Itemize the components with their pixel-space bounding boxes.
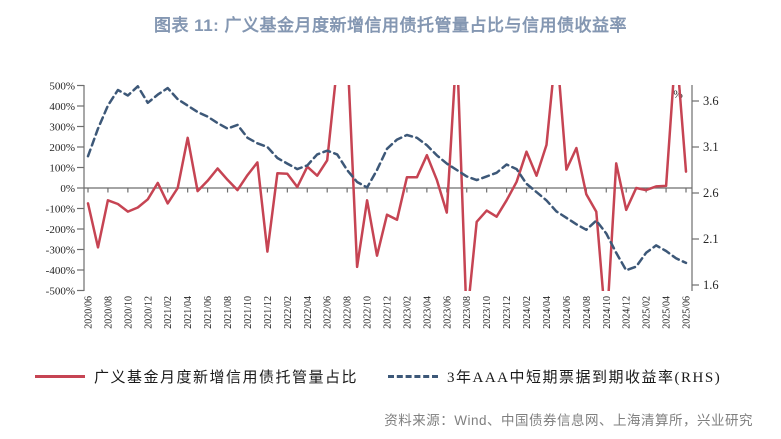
svg-text:-100%: -100% [46,204,75,216]
svg-text:2022/08: 2022/08 [343,296,354,329]
svg-text:-300%: -300% [46,245,75,257]
svg-text:2020/08: 2020/08 [103,296,114,329]
svg-text:2023/12: 2023/12 [502,296,513,329]
chart-legend: 广义基金月度新增信用债托管量占比 3年AAA中短期票据到期收益率(RHS) [35,366,721,387]
svg-text:2021/06: 2021/06 [203,296,214,329]
svg-text:300%: 300% [49,122,75,134]
legend-dashed-line-sample [388,375,439,378]
legend-label-series2: 3年AAA中短期票据到期收益率(RHS) [447,370,722,386]
svg-text:100%: 100% [49,163,75,175]
svg-text:-200%: -200% [46,224,75,236]
svg-text:2024/08: 2024/08 [582,296,593,329]
series-line-solid [86,85,688,291]
svg-text:2023/02: 2023/02 [402,296,413,329]
svg-text:-400%: -400% [46,265,75,277]
svg-text:2020/06: 2020/06 [84,296,95,329]
svg-text:2025/02: 2025/02 [642,296,653,329]
svg-text:2022/02: 2022/02 [283,296,294,329]
svg-text:2022/10: 2022/10 [363,296,374,329]
svg-text:2022/04: 2022/04 [303,296,314,329]
svg-text:%: % [673,89,683,101]
svg-text:3.6: 3.6 [703,94,719,108]
svg-text:2024/04: 2024/04 [542,296,553,329]
svg-text:2022/12: 2022/12 [383,296,394,329]
svg-text:2024/02: 2024/02 [522,296,533,329]
source-note: 资料来源：Wind、中国债券信息网、上海清算所，兴业研究 [384,413,753,428]
svg-text:2024/10: 2024/10 [602,296,613,329]
svg-text:2025/06: 2025/06 [682,296,693,329]
svg-text:-500%: -500% [46,286,75,298]
svg-text:2021/12: 2021/12 [263,296,274,329]
svg-text:2021/02: 2021/02 [163,296,174,329]
svg-text:2024/06: 2024/06 [562,296,573,329]
svg-text:2023/08: 2023/08 [462,296,473,329]
legend-label-series1: 广义基金月度新增信用债托管量占比 [94,370,359,386]
svg-text:2025/04: 2025/04 [662,296,673,329]
chart-canvas: 500% 400% 300% 200% 100% 0% -100% -200% -300% -40… [46,81,719,329]
svg-text:2021/08: 2021/08 [223,296,234,329]
svg-text:2.1: 2.1 [703,232,719,246]
svg-text:2023/06: 2023/06 [442,296,453,329]
legend-solid-line-sample [35,375,85,378]
svg-text:2021/04: 2021/04 [183,296,194,329]
svg-text:2023/10: 2023/10 [482,296,493,329]
chart-plot-area: 500% 400% 300% 200% 100% 0% -100% -200% -300% -40… [46,81,719,329]
svg-text:2023/04: 2023/04 [422,296,433,329]
svg-text:200%: 200% [49,142,75,154]
svg-text:2022/06: 2022/06 [323,296,334,329]
svg-text:2024/12: 2024/12 [622,296,633,329]
svg-text:500%: 500% [49,81,75,93]
chart-title: 图表 11: 广义基金月度新增信用债托管量占比与信用债收益率 [153,16,628,35]
svg-text:2020/10: 2020/10 [123,296,134,329]
svg-text:2021/10: 2021/10 [243,296,254,329]
svg-text:2.6: 2.6 [703,186,719,200]
svg-text:2020/12: 2020/12 [143,296,154,329]
svg-text:0%: 0% [60,183,75,195]
svg-text:3.1: 3.1 [703,140,719,154]
series-line-dashed [86,85,688,272]
svg-text:400%: 400% [49,101,75,113]
svg-text:1.6: 1.6 [703,278,719,292]
